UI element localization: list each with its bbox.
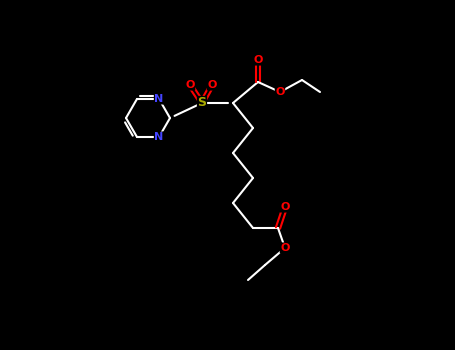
Text: O: O — [275, 87, 285, 97]
Text: O: O — [280, 243, 290, 253]
Text: O: O — [253, 55, 263, 65]
Text: O: O — [185, 80, 195, 90]
Text: O: O — [280, 202, 290, 212]
Text: O: O — [207, 80, 217, 90]
Text: N: N — [154, 132, 164, 142]
Text: N: N — [154, 94, 164, 104]
Text: S: S — [197, 97, 207, 110]
